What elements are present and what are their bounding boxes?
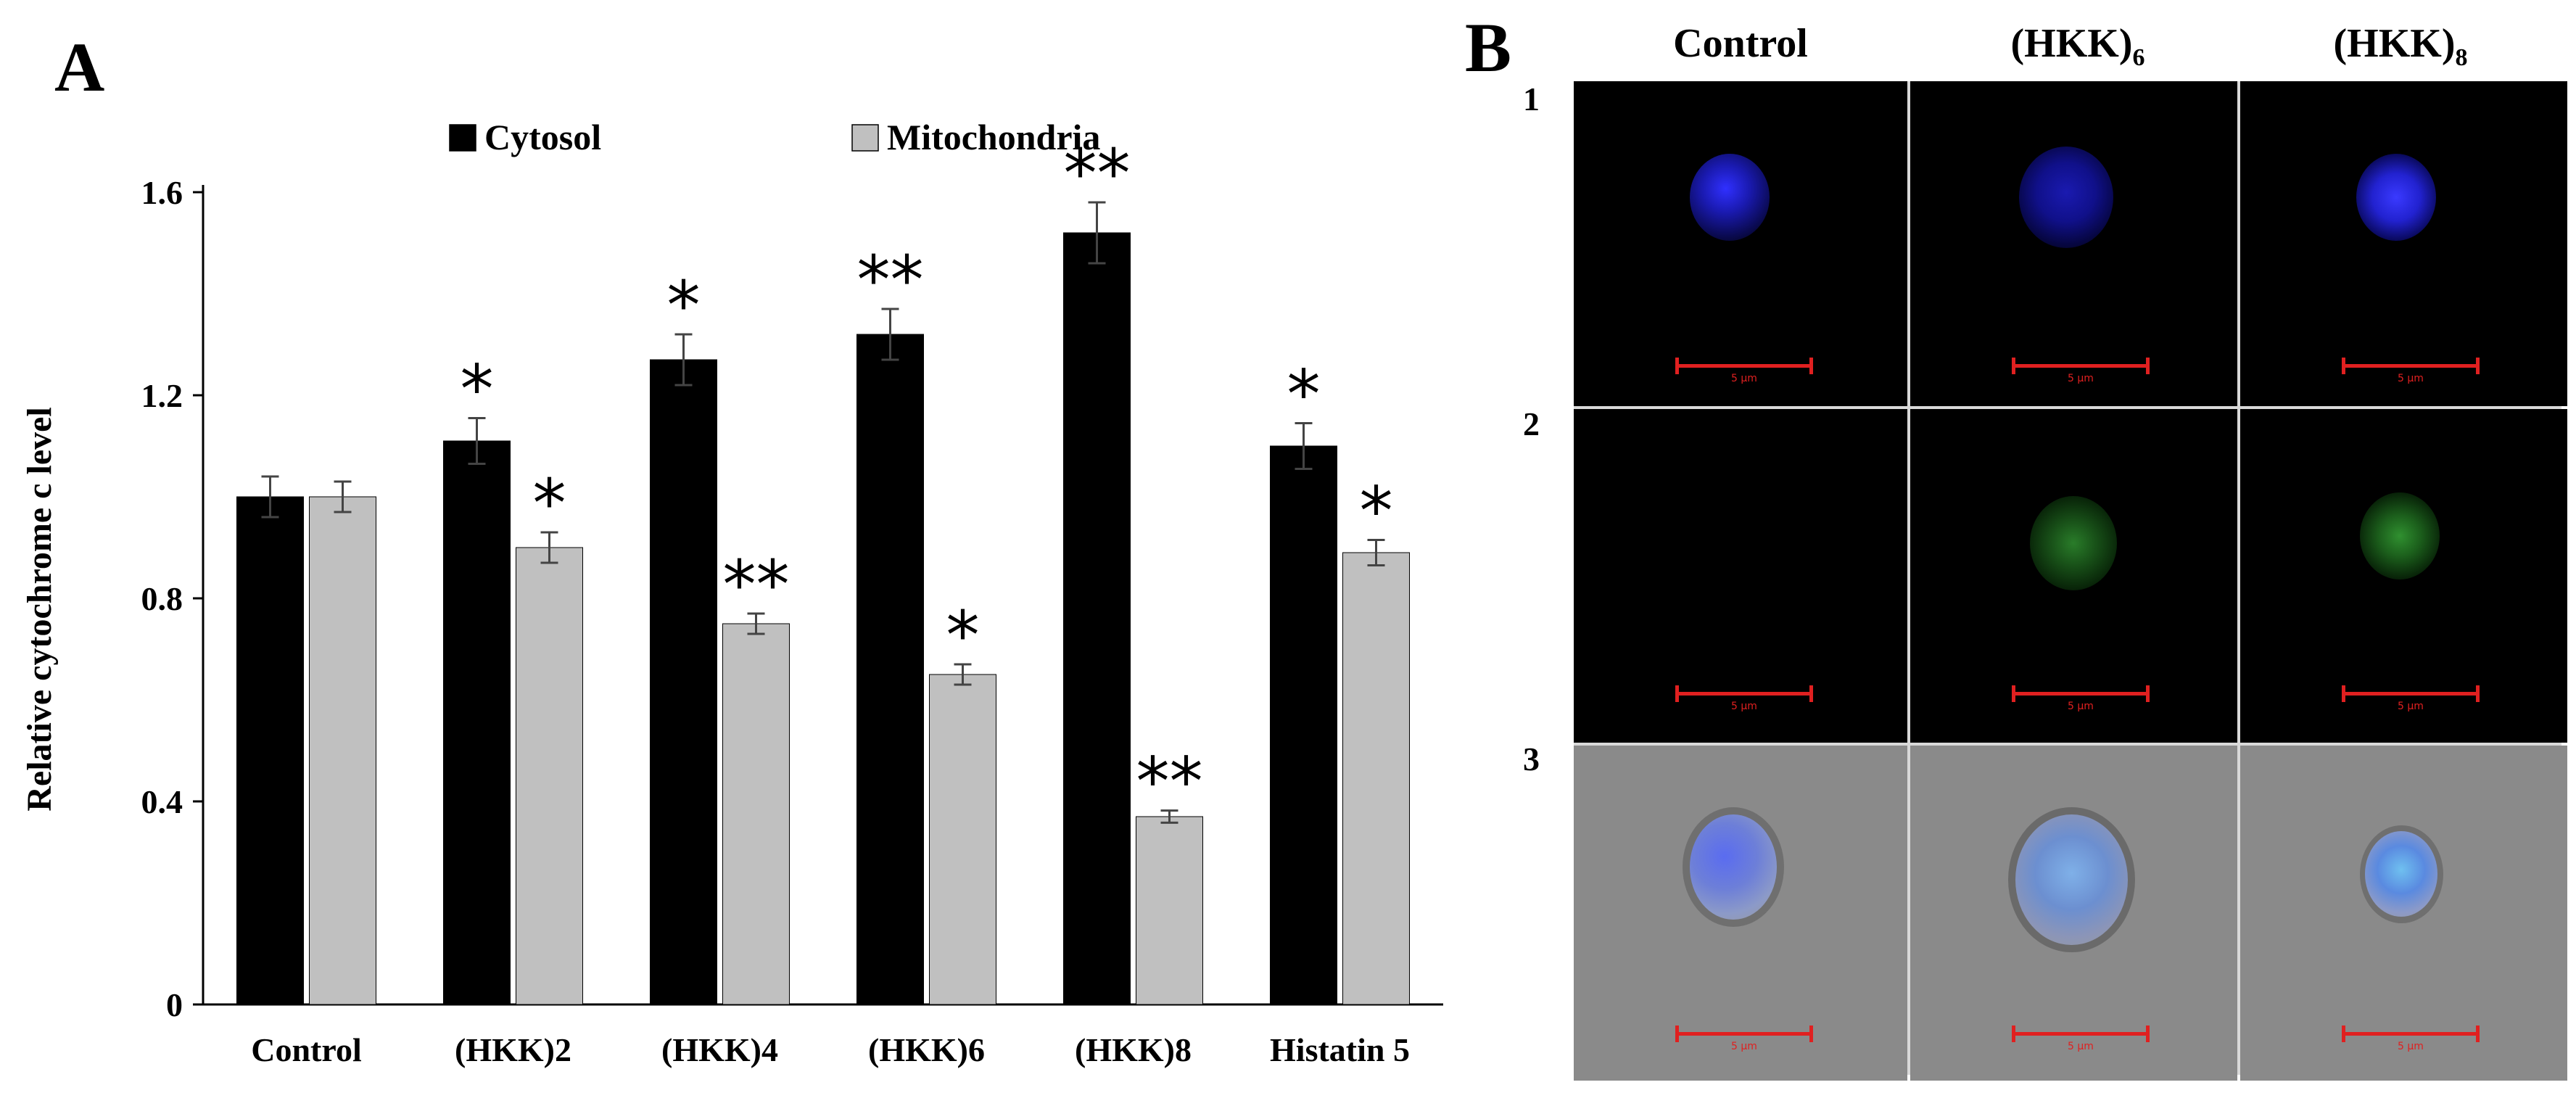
significance-mark: *: [1360, 473, 1393, 550]
scale-bar-label: 5 μm: [1731, 1041, 1757, 1052]
bars: [236, 201, 1410, 1005]
scale-bar-label: 5 μm: [1731, 373, 1757, 384]
scale-bar-label: 5 μm: [2398, 701, 2424, 712]
error-bar: [674, 333, 693, 387]
x-tick-label: Control: [251, 1031, 362, 1068]
micrograph-hkk6-row2: 5 μm: [1910, 409, 2237, 743]
bar-mitochondria: [722, 623, 790, 1005]
scale-bar-label: 5 μm: [2068, 373, 2094, 384]
bar-cytosol: [236, 496, 304, 1005]
scale-bar-label: 5 μm: [2068, 1041, 2094, 1052]
error-bar: [334, 480, 352, 513]
x-tick-label: (HKK)6: [868, 1031, 985, 1068]
micrograph-control-row2: 5 μm: [1574, 409, 1907, 743]
y-tick-label: 1.2: [141, 377, 183, 414]
error-bar: [954, 663, 972, 686]
significance-marks: **************: [461, 135, 1393, 821]
bar-cytosol: [1270, 445, 1337, 1005]
significance-mark: **: [723, 546, 790, 624]
legend-swatch-cytosol: [449, 124, 476, 152]
scale-bar: [1675, 358, 1813, 374]
bar-mitochondria: [1136, 816, 1203, 1005]
scale-bar: [2342, 1025, 2480, 1042]
micrograph-control-row1: 5 μm: [1574, 81, 1907, 406]
scale-bar: [2012, 685, 2150, 702]
row-label-1: 1: [1523, 81, 1540, 117]
column-header-label: Control: [1673, 21, 1808, 66]
y-tick-label: 0.8: [141, 580, 183, 617]
bar-cytosol: [443, 440, 511, 1005]
y-tick-label: 1.6: [141, 174, 183, 211]
bar-cytosol: [1063, 232, 1131, 1005]
x-tick-label: (HKK)2: [455, 1031, 571, 1068]
scale-bar: [2342, 358, 2480, 374]
legend: Cytosol Mitochondria: [449, 117, 1100, 157]
error-bar: [1160, 809, 1178, 824]
y-axis-label: Relative cytochrome c level: [20, 407, 59, 812]
column-header-hkk6: (HKK)6: [1911, 20, 2245, 72]
column-header-hkk8: (HKK)8: [2234, 20, 2567, 72]
legend-label: Mitochondria: [887, 117, 1100, 157]
scale-bar-label: 5 μm: [2068, 701, 2094, 712]
scale-bar: [1675, 685, 1813, 702]
error-bar: [881, 308, 899, 361]
error-bar: [540, 531, 558, 564]
micrograph-hkk8-row3: 5 μm: [2240, 746, 2567, 1081]
significance-mark: *: [667, 267, 701, 344]
micrograph-hkk6-row3: 5 μm: [1910, 746, 2237, 1081]
micrograph-hkk6-row1: 5 μm: [1910, 81, 2237, 406]
micrograph-hkk8-row1: 5 μm: [2240, 81, 2567, 406]
scale-bar-label: 5 μm: [2398, 373, 2424, 384]
scale-bar: [2342, 685, 2480, 702]
column-header-label: (HKK): [2333, 21, 2456, 66]
x-tick-label: (HKK)8: [1075, 1031, 1192, 1068]
y-axis: 0 0.4 0.8 1.2 1.6: [141, 174, 205, 1023]
x-axis: Control (HKK)2 (HKK)4 (HKK)6 (HKK)8 Histatin …: [203, 1003, 1443, 1068]
column-header-control: Control: [1574, 20, 1907, 72]
legend-swatch-mitochondria: [851, 124, 879, 152]
scale-bar: [2012, 1025, 2150, 1042]
significance-mark: **: [1136, 743, 1203, 821]
significance-mark: **: [857, 242, 924, 319]
error-bar: [1367, 539, 1385, 566]
significance-mark: *: [946, 597, 980, 674]
legend-label: Cytosol: [484, 117, 601, 157]
row-label-3: 3: [1523, 740, 1540, 777]
column-header-subscript: 8: [2455, 44, 2468, 72]
significance-mark: **: [1064, 135, 1131, 212]
error-bar: [261, 475, 279, 519]
significance-mark: *: [533, 465, 566, 542]
bar-mitochondria: [309, 496, 376, 1005]
y-tick-label: 0.4: [141, 783, 183, 820]
scale-bar-label: 5 μm: [2398, 1041, 2424, 1052]
significance-mark: *: [461, 351, 494, 429]
error-bar: [1088, 201, 1106, 265]
bar-cytosol: [856, 334, 924, 1005]
scale-bar: [1675, 1025, 1813, 1042]
x-tick-label: Histatin 5: [1270, 1031, 1410, 1068]
error-bar: [1295, 422, 1313, 470]
panel-b-letter: B: [1465, 9, 1512, 86]
bar-mitochondria: [929, 674, 996, 1005]
column-header-label: (HKK): [2010, 21, 2133, 66]
bar-mitochondria: [516, 547, 583, 1005]
scale-bar-label: 5 μm: [1731, 701, 1757, 712]
error-bar: [468, 417, 486, 465]
bar-chart: A Cytosol Mitochondria 0 0.4 0.8 1.2 1.6 Cont…: [20, 28, 1443, 1068]
bar-mitochondria: [1342, 552, 1410, 1005]
column-header-subscript: 6: [2132, 44, 2145, 72]
micrograph-grid: 5 μm 5 μm 5 μm 5 μm 5 μm 5 μm: [1574, 81, 2567, 1081]
microscopy-panel: B Control (HKK)6 (HKK)8 1 2 3 5 μm 5 μm …: [1450, 0, 2576, 1106]
y-tick-label: 0: [166, 986, 183, 1023]
bar-cytosol: [650, 359, 717, 1005]
micrograph-hkk8-row2: 5 μm: [2240, 409, 2567, 743]
panel-a-letter: A: [54, 28, 104, 106]
scale-bar: [2012, 358, 2150, 374]
row-label-2: 2: [1523, 405, 1540, 442]
micrograph-control-row3: 5 μm: [1574, 746, 1907, 1081]
error-bar: [747, 612, 765, 635]
significance-mark: *: [1287, 356, 1321, 434]
x-tick-label: (HKK)4: [661, 1031, 778, 1068]
